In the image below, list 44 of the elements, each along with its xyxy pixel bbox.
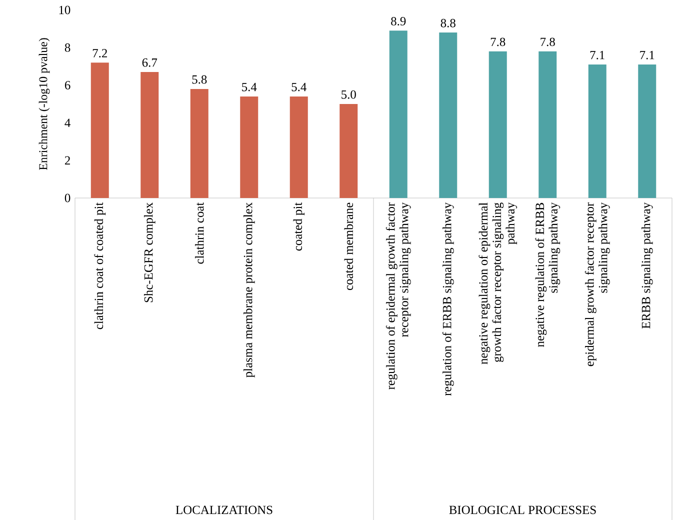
text: LOCALIZATIONS bbox=[176, 506, 272, 514]
y-tick-label: 6 bbox=[64, 80, 70, 90]
bar bbox=[538, 51, 557, 198]
x-tick-label: clathrin coat bbox=[195, 202, 204, 264]
x-tick-label: plasma membrane protein complex bbox=[243, 202, 255, 378]
y-tick-label: 8 bbox=[64, 43, 70, 52]
y-tick-label: 4 bbox=[64, 118, 70, 127]
bar bbox=[638, 64, 656, 198]
data-label: 7.2 bbox=[92, 48, 107, 58]
x-tick-label: regulation of epidermal growth factor receptor signaling pathway bbox=[386, 202, 411, 390]
data-label: 7.1 bbox=[640, 50, 654, 60]
y-axis-title: Enrichment (-log10 pvalue) bbox=[38, 38, 50, 170]
x-tick-label: coated membrane bbox=[344, 202, 354, 290]
x-tick-label: ERBB signaling pathway bbox=[641, 202, 653, 328]
data-label: 7.1 bbox=[590, 50, 604, 60]
bar bbox=[290, 96, 308, 198]
bar bbox=[240, 96, 258, 198]
x-tick-label: coated pit bbox=[293, 202, 305, 251]
x-tick-label: negative regulation of ERBB signaling pathway bbox=[535, 202, 560, 347]
x-tick-label: negative regulation of epidermal growth factor receptor signaling pathway bbox=[478, 202, 518, 364]
bar bbox=[439, 32, 458, 198]
x-tick-label: regulation of ERBB signaling pathway bbox=[442, 202, 454, 396]
bar bbox=[90, 62, 109, 198]
y-tick-label: 10 bbox=[59, 6, 70, 14]
y-tick-label: 2 bbox=[64, 156, 70, 164]
x-tick-label: clathrin coat of coated pit bbox=[94, 202, 106, 330]
data-label: 5.4 bbox=[292, 82, 306, 92]
data-label: 5.0 bbox=[342, 90, 356, 99]
data-label: 8.9 bbox=[391, 16, 406, 26]
x-tick-label: Shc-EGFR complex bbox=[144, 202, 156, 302]
data-label: 5.4 bbox=[242, 82, 257, 92]
data-label: 8.8 bbox=[440, 18, 456, 28]
data-label: 7.8 bbox=[490, 38, 506, 46]
text: BIOLOGICAL PROCESSES bbox=[449, 506, 596, 514]
bar bbox=[340, 104, 358, 198]
bar bbox=[190, 88, 208, 198]
y-tick-label: 0 bbox=[64, 194, 70, 202]
data-label: 6.7 bbox=[142, 58, 158, 67]
bar bbox=[140, 72, 159, 198]
data-label: 7.8 bbox=[540, 38, 555, 46]
bar bbox=[588, 64, 606, 198]
bar bbox=[488, 51, 507, 198]
data-label: 5.8 bbox=[192, 75, 207, 84]
bar bbox=[389, 30, 408, 198]
